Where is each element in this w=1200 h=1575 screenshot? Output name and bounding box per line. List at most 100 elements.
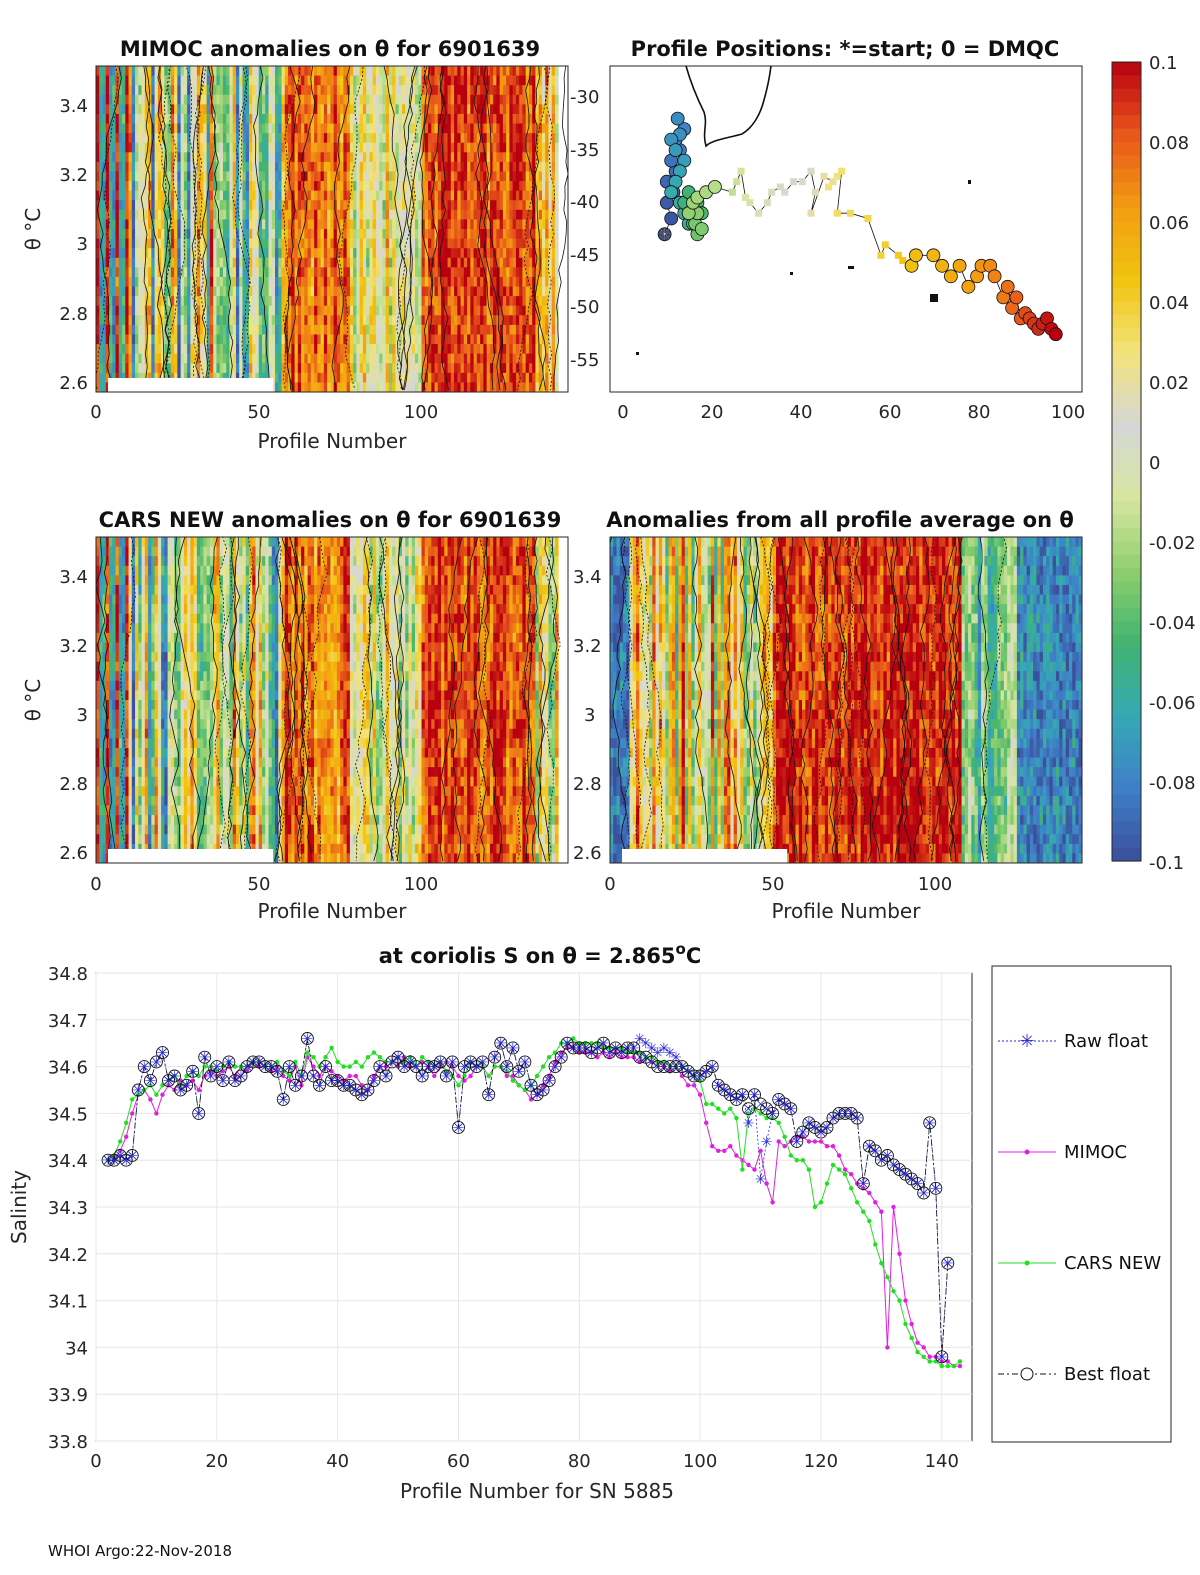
heatmap-cell	[434, 66, 439, 76]
heatmap-cell	[248, 152, 253, 163]
heatmap-cell	[463, 238, 468, 249]
heatmap-cell	[323, 363, 328, 374]
heatmap-cell	[141, 334, 146, 345]
heatmap-cell	[454, 142, 458, 153]
heatmap-cell	[135, 75, 139, 86]
heatmap-cell	[131, 85, 136, 96]
heatmap-cell	[525, 382, 530, 392]
heatmap-cell	[395, 286, 400, 297]
heatmap-cell	[297, 161, 302, 172]
heatmap-cell	[297, 315, 302, 326]
heatmap-cell	[131, 286, 136, 297]
heatmap-cell	[506, 190, 510, 201]
heatmap-cell	[190, 363, 195, 374]
heatmap-cell	[226, 315, 230, 326]
heatmap-cell	[144, 344, 149, 355]
heatmap-cell	[483, 85, 488, 96]
heatmap-cell	[519, 267, 523, 278]
heatmap-cell	[366, 286, 370, 297]
heatmap-cell	[444, 142, 448, 153]
heatmap-cell	[535, 315, 540, 326]
heatmap-cell	[401, 296, 406, 307]
heatmap-cell	[317, 219, 322, 230]
heatmap-cell	[346, 315, 351, 326]
heatmap-cell	[275, 133, 279, 144]
heatmap-cell	[180, 286, 185, 297]
heatmap-cell	[385, 286, 390, 297]
heatmap-cell	[519, 219, 523, 230]
heatmap-cell	[314, 229, 318, 239]
heatmap-cell	[447, 334, 452, 345]
heatmap-cell	[486, 171, 491, 182]
heatmap-cell	[242, 190, 247, 201]
heatmap-cell	[441, 372, 445, 383]
heatmap-cell	[528, 190, 533, 201]
heatmap-cell	[379, 209, 383, 220]
heatmap-cell	[317, 276, 322, 287]
heatmap-cell	[174, 66, 178, 76]
heatmap-cell	[467, 324, 471, 335]
heatmap-cell	[245, 257, 250, 268]
heatmap-cell	[291, 363, 295, 374]
heatmap-cell	[314, 85, 318, 96]
heatmap-cell	[109, 315, 113, 326]
heatmap-cell	[353, 104, 357, 115]
heatmap-cell	[379, 276, 383, 287]
heatmap-cell	[255, 248, 260, 259]
heatmap-cell	[115, 209, 120, 220]
heatmap-cell	[447, 382, 452, 392]
heatmap-cell	[372, 94, 377, 105]
heatmap-cell	[284, 171, 289, 182]
heatmap-cell	[216, 75, 221, 86]
heatmap-cell	[102, 85, 107, 96]
heatmap-cell	[157, 181, 162, 192]
heatmap-cell	[180, 66, 185, 76]
heatmap-cell	[434, 296, 439, 307]
heatmap-cell	[372, 190, 377, 201]
contour-line	[404, 66, 428, 391]
heatmap-cell	[235, 363, 240, 374]
heatmap-cell	[480, 123, 484, 134]
heatmap-cell	[174, 276, 178, 287]
heatmap-cell	[457, 161, 461, 172]
heatmap-cell	[232, 276, 237, 287]
heatmap-cell	[112, 248, 116, 259]
heatmap-cell	[294, 382, 299, 392]
heatmap-cell	[180, 75, 185, 86]
heatmap-cell	[252, 75, 256, 86]
heatmap-cell	[476, 161, 481, 172]
heatmap-cell	[275, 181, 279, 192]
heatmap-cell	[239, 315, 243, 326]
heatmap-cell	[392, 344, 396, 355]
heatmap-cell	[180, 257, 185, 268]
heatmap-cell	[460, 171, 465, 182]
heatmap-cell	[545, 219, 549, 230]
p2-ytick: -50	[570, 297, 599, 318]
heatmap-cell	[535, 229, 540, 239]
heatmap-cell	[509, 353, 514, 364]
heatmap-cell	[262, 276, 266, 287]
heatmap-cell	[235, 181, 240, 192]
heatmap-cell	[418, 296, 422, 307]
heatmap-cell	[235, 94, 240, 105]
heatmap-cell	[336, 200, 341, 211]
heatmap-cell	[405, 181, 409, 192]
heatmap-cell	[506, 257, 510, 268]
profile-marker	[881, 241, 889, 249]
heatmap-cell	[489, 267, 494, 278]
heatmap-cell	[167, 286, 172, 297]
heatmap-cell	[388, 363, 393, 374]
heatmap-cell	[141, 315, 146, 326]
heatmap-cell	[232, 229, 237, 239]
heatmap-cell	[525, 276, 530, 287]
heatmap-cell	[144, 219, 149, 230]
heatmap-cell	[265, 94, 269, 105]
heatmap-cell	[209, 286, 214, 297]
heatmap-cell	[203, 238, 208, 249]
heatmap-cell	[428, 161, 432, 172]
heatmap-cell	[463, 75, 468, 86]
heatmap-cell	[473, 181, 478, 192]
heatmap-cell	[193, 257, 198, 268]
heatmap-cell	[275, 229, 279, 239]
heatmap-cell	[148, 324, 152, 335]
